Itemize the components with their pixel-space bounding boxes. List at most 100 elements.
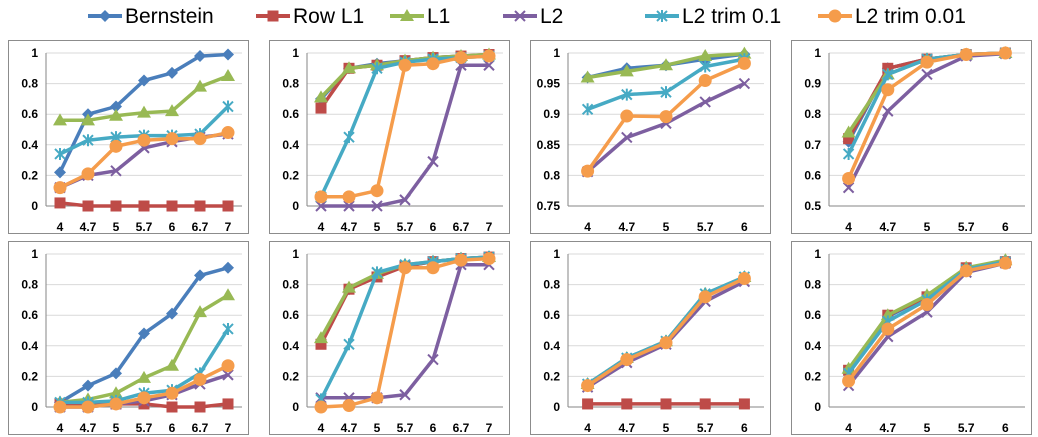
series-l2-trim-0-01	[314, 49, 496, 204]
x-tick-label: 5	[374, 220, 381, 234]
y-tick-label: 0.6	[21, 308, 38, 322]
data-point	[166, 307, 178, 320]
y-tick-label: 0.4	[543, 339, 560, 353]
x-tick-label: 6.7	[453, 220, 470, 234]
x-tick-label: 5.7	[697, 220, 714, 234]
data-point	[843, 133, 855, 145]
data-point	[841, 125, 856, 138]
x-tick-label: 5	[113, 220, 120, 234]
x-tick-label: 4.7	[341, 421, 358, 435]
x-tick-label: 4	[584, 421, 591, 435]
legend-label: L2 trim 0.1	[682, 5, 781, 28]
x-tick-label: 4.7	[618, 220, 635, 234]
data-point	[621, 398, 633, 410]
legend-item-l2: L2	[503, 5, 563, 28]
series-l2-trim-0-01	[842, 46, 1012, 185]
data-point	[882, 105, 894, 117]
chart-panel-2: 0 0.2 0.4 0.6 0.8 1 4 4.7 5 5.7 6 6.7 7	[269, 40, 510, 234]
data-point	[193, 372, 207, 386]
y-tick-label: 0.95	[537, 77, 561, 91]
data-point	[659, 58, 673, 71]
legend-marker-diamond	[99, 10, 111, 22]
x-tick-label: 6	[1002, 220, 1009, 234]
data-point	[222, 398, 234, 410]
y-tick-label: 0.75	[537, 199, 561, 213]
x-tick-label: 4.7	[341, 220, 358, 234]
legend-label: Bernstein	[125, 5, 214, 28]
y-tick-label: 1	[31, 46, 38, 60]
y-tick-label: 0.4	[21, 138, 38, 152]
data-point	[137, 370, 151, 383]
data-point	[165, 386, 179, 400]
data-point	[698, 49, 713, 62]
y-tick-label: 1	[292, 46, 299, 60]
data-point	[165, 104, 179, 117]
data-point	[371, 200, 383, 212]
data-point	[194, 401, 206, 413]
data-point	[222, 261, 234, 274]
data-point	[82, 379, 94, 392]
x-tick-label: 4	[57, 220, 64, 234]
series-l2-trim-0-01	[53, 359, 235, 414]
data-point	[81, 167, 95, 181]
data-point	[699, 398, 711, 410]
data-point	[109, 386, 123, 399]
legend-label: L2	[540, 5, 563, 28]
x-tick-label: 5.7	[136, 421, 153, 435]
data-point	[110, 100, 122, 113]
data-point	[483, 59, 495, 71]
x-tick-label: 7	[225, 421, 232, 435]
data-point	[193, 305, 207, 318]
x-tick-label: 4	[845, 220, 852, 234]
y-tick-label: 1	[814, 46, 821, 60]
data-point	[699, 96, 711, 108]
y-tick-label: 0.2	[543, 369, 560, 383]
y-tick-label: 0.6	[282, 107, 299, 121]
plot-area	[314, 47, 496, 212]
data-point	[138, 200, 150, 212]
data-point	[82, 134, 94, 147]
y-tick-label: 0.6	[21, 107, 38, 121]
chart-panel-4: 0.5 0.6 0.7 0.8 0.9 1 4 4.7 5 5.7 6	[791, 40, 1032, 234]
data-point	[371, 266, 383, 279]
data-point	[109, 139, 123, 153]
x-tick-label: 5.7	[136, 220, 153, 234]
data-point	[193, 79, 207, 92]
data-point	[315, 200, 327, 212]
y-tick-label: 0.4	[282, 339, 299, 353]
y-tick-label: 0.2	[282, 369, 299, 383]
data-point	[342, 190, 356, 204]
data-point	[109, 108, 123, 121]
data-point	[222, 100, 234, 113]
data-point	[426, 261, 440, 275]
data-point	[482, 252, 496, 266]
y-tick-label: 0.2	[804, 369, 821, 383]
data-point	[659, 110, 673, 124]
y-tick-label: 0.8	[543, 278, 560, 292]
y-tick-label: 0.85	[537, 138, 561, 152]
x-tick-label: 4	[318, 220, 325, 234]
data-point	[620, 353, 634, 367]
data-point	[222, 322, 234, 335]
y-tick-label: 0.8	[21, 278, 38, 292]
y-tick-label: 0.8	[543, 168, 560, 182]
x-tick-label: 5	[113, 421, 120, 435]
data-point	[660, 398, 672, 410]
y-tick-label: 0.7	[804, 138, 821, 152]
x-tick-label: 5	[374, 421, 381, 435]
data-point	[166, 200, 178, 212]
y-tick-label: 0.5	[804, 199, 821, 213]
x-tick-label: 6	[741, 220, 748, 234]
y-tick-label: 0.2	[21, 168, 38, 182]
legend-item-l1: L1	[390, 5, 450, 28]
y-tick-label: 0.6	[543, 308, 560, 322]
data-point	[137, 105, 151, 118]
x-tick-label: 4.7	[618, 421, 635, 435]
x-tick-label: 6	[430, 220, 437, 234]
data-point	[659, 336, 673, 350]
x-tick-label: 6	[169, 220, 176, 234]
legend-item-row-l1: Row L1	[256, 5, 364, 28]
x-tick-label: 4	[57, 421, 64, 435]
x-tick-label: 6.7	[192, 421, 209, 435]
